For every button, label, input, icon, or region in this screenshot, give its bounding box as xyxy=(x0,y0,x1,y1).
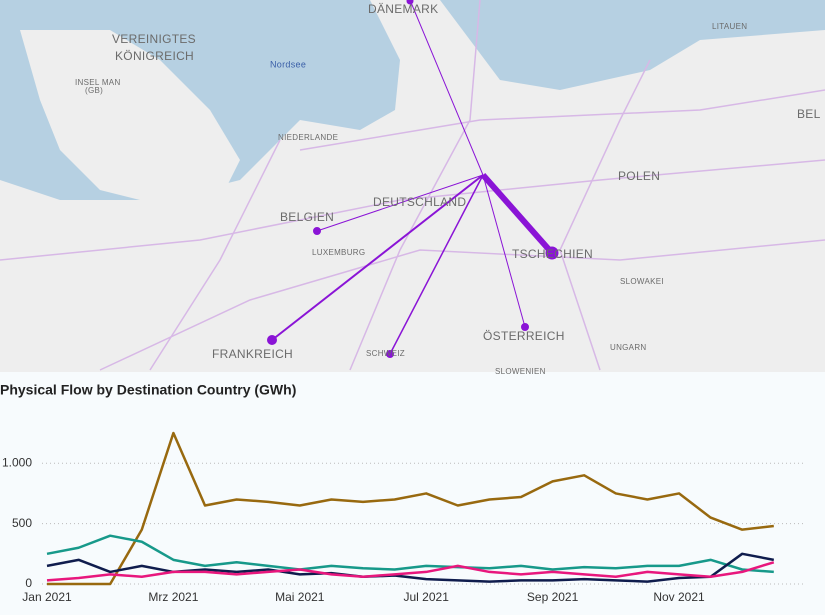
x-tick-label: Mrz 2021 xyxy=(148,590,198,604)
x-tick-label: Mai 2021 xyxy=(275,590,325,604)
map-label: LUXEMBURG xyxy=(312,248,365,257)
map-label: BELGIEN xyxy=(280,210,334,224)
map-label: SCHWEIZ xyxy=(366,349,405,358)
map-label: ÖSTERREICH xyxy=(483,329,565,343)
y-tick-label: 1.000 xyxy=(2,455,32,469)
x-tick-label: Jan 2021 xyxy=(22,590,72,604)
chart-title: Physical Flow by Destination Country (GW… xyxy=(0,382,296,398)
series-line xyxy=(46,561,775,582)
series-line xyxy=(46,534,774,574)
x-tick-label: Nov 2021 xyxy=(653,590,705,604)
x-tick-label: Sep 2021 xyxy=(527,590,579,604)
map-label: NIEDERLANDE xyxy=(278,133,338,142)
map-label: KÖNIGREICH xyxy=(115,49,194,63)
map-roads xyxy=(0,0,825,371)
series-line xyxy=(46,552,775,583)
x-tick-label: Jul 2021 xyxy=(404,590,450,604)
y-tick-label: 0 xyxy=(25,576,32,590)
y-tick-label: 500 xyxy=(12,516,32,530)
map-sea-baltic xyxy=(440,0,825,90)
map-label: INSEL MAN xyxy=(75,78,121,87)
map-label: Nordsee xyxy=(270,59,306,69)
map-land-gb xyxy=(20,30,240,210)
map-label: DÄNEMARK xyxy=(368,2,438,16)
map-label: UNGARN xyxy=(610,343,646,352)
map-label: TSCHECHIEN xyxy=(512,247,593,261)
map-label: DEUTSCHLAND xyxy=(373,195,466,209)
series-line xyxy=(47,431,774,586)
map-label: BEL xyxy=(797,107,821,121)
map-label: VEREINIGTES xyxy=(112,32,196,46)
map-label: LITAUEN xyxy=(712,22,747,31)
map-label: SLOWAKEI xyxy=(620,277,664,286)
map-label: SLOWENIEN xyxy=(495,367,546,376)
flow-lines xyxy=(267,0,559,358)
map-label: (GB) xyxy=(85,86,103,95)
map-label: POLEN xyxy=(618,169,660,183)
map-label: FRANKREICH xyxy=(212,347,293,361)
